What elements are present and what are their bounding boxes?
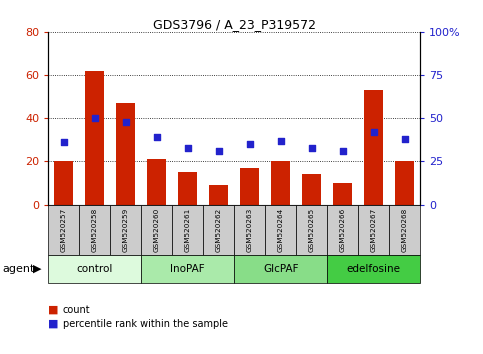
Bar: [327, 205, 358, 255]
Text: GSM520267: GSM520267: [371, 208, 377, 252]
Text: GSM520258: GSM520258: [92, 208, 98, 252]
Bar: [116, 103, 135, 205]
Bar: [271, 161, 290, 205]
Text: percentile rank within the sample: percentile rank within the sample: [63, 319, 228, 329]
Bar: [172, 205, 203, 255]
Text: GSM520266: GSM520266: [340, 208, 346, 252]
Bar: [55, 161, 73, 205]
Text: GSM520268: GSM520268: [402, 208, 408, 252]
Text: GSM520265: GSM520265: [309, 208, 315, 252]
Text: GSM520263: GSM520263: [247, 208, 253, 252]
Text: GSM520259: GSM520259: [123, 208, 129, 252]
Bar: [85, 71, 104, 205]
Bar: [179, 172, 197, 205]
Text: InoPAF: InoPAF: [170, 264, 205, 274]
Point: [277, 138, 284, 144]
Text: agent: agent: [2, 264, 35, 274]
Text: ■: ■: [48, 305, 59, 315]
Text: GSM520264: GSM520264: [278, 208, 284, 252]
Point: [215, 148, 223, 154]
Text: control: control: [77, 264, 113, 274]
Point: [370, 129, 378, 135]
Point: [339, 148, 347, 154]
Bar: [141, 255, 234, 283]
Bar: [364, 90, 383, 205]
Bar: [389, 205, 420, 255]
Bar: [48, 205, 79, 255]
Bar: [302, 175, 321, 205]
Bar: [265, 205, 296, 255]
Text: ■: ■: [48, 319, 59, 329]
Text: GSM520261: GSM520261: [185, 208, 191, 252]
Point: [91, 115, 99, 121]
Bar: [147, 159, 166, 205]
Text: edelfosine: edelfosine: [347, 264, 401, 274]
Point: [122, 119, 129, 125]
Bar: [234, 255, 327, 283]
Text: GSM520262: GSM520262: [216, 208, 222, 252]
Text: GSM520260: GSM520260: [154, 208, 160, 252]
Bar: [110, 205, 142, 255]
Bar: [296, 205, 327, 255]
Bar: [234, 205, 265, 255]
Point: [246, 141, 254, 147]
Point: [184, 145, 192, 150]
Point: [401, 136, 409, 142]
Bar: [333, 183, 352, 205]
Bar: [203, 205, 234, 255]
Bar: [79, 205, 110, 255]
Bar: [327, 255, 420, 283]
Point: [60, 139, 68, 145]
Title: GDS3796 / A_23_P319572: GDS3796 / A_23_P319572: [153, 18, 316, 31]
Bar: [358, 205, 389, 255]
Text: GSM520257: GSM520257: [61, 208, 67, 252]
Bar: [141, 205, 172, 255]
Bar: [210, 185, 228, 205]
Bar: [396, 161, 414, 205]
Text: GlcPAF: GlcPAF: [263, 264, 298, 274]
Bar: [241, 168, 259, 205]
Text: ▶: ▶: [33, 264, 42, 274]
Bar: [48, 255, 142, 283]
Point: [308, 145, 315, 150]
Text: count: count: [63, 305, 90, 315]
Point: [153, 135, 161, 140]
